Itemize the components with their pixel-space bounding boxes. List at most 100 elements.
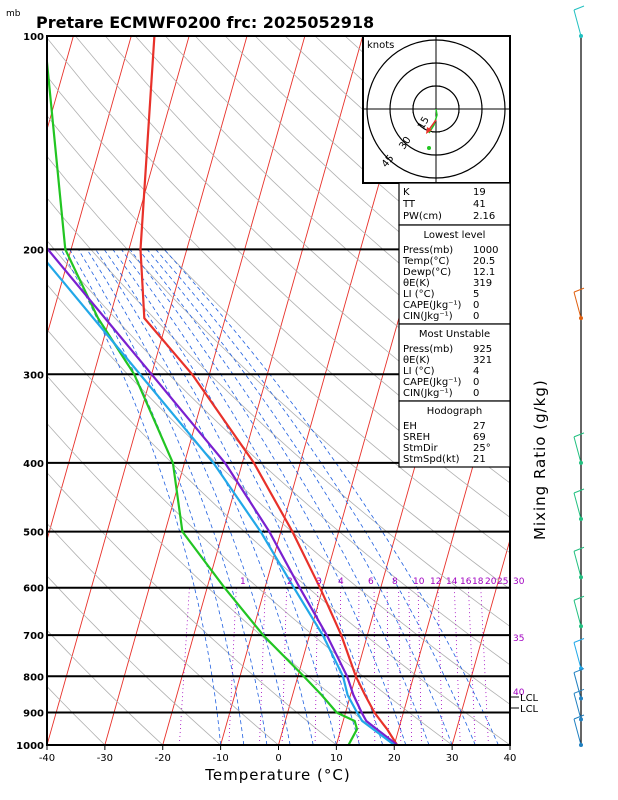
hodograph-param-heading: Hodograph [427, 406, 482, 417]
most-unstable-heading: Most Unstable [419, 329, 490, 340]
table-box [398, 323, 511, 402]
table-box [398, 400, 511, 468]
profiles [47, 36, 399, 745]
dry-adiabat [47, 155, 510, 590]
hodograph-param-value: 27 [473, 421, 486, 432]
isotherm [47, 36, 132, 337]
index-value: 19 [473, 187, 486, 198]
dry-adiabat [47, 75, 510, 518]
mixing-ratio-lines [178, 587, 489, 745]
most-unstable-label: θE(K) [403, 355, 430, 366]
profile-temperature [139, 36, 399, 745]
hodograph: knots 15 30 45 [362, 35, 511, 184]
dry-adiabat [47, 629, 164, 745]
lowest-level-label: Press(mb) [403, 245, 453, 256]
pressure-tick-label: 400 [23, 459, 44, 470]
moist-adiabat [60, 249, 221, 745]
pressure-axis: 100 200 300 400 500 600 700 800 900 1000 [16, 32, 44, 752]
pressure-tick-label: 700 [23, 631, 44, 642]
mixing-ratio-label: 18 [472, 577, 484, 587]
lcl-label: LCL [520, 704, 539, 715]
pressure-tick-label: 600 [23, 584, 44, 595]
hodograph-unit: knots [367, 40, 394, 51]
wind-barb-flag [573, 488, 585, 494]
mixing-ratio-label: 40 [513, 688, 525, 698]
isotherm [162, 36, 364, 745]
hodograph-param-label: EH [403, 421, 417, 432]
mixing-ratio-label: 14 [446, 577, 458, 587]
index-label: TT [402, 199, 416, 210]
most-unstable-label: Press(mb) [403, 344, 453, 355]
wind-barb-flag [573, 432, 585, 438]
right-axis-label: Mixing Ratio (g/kg) [531, 379, 549, 540]
isotherm [568, 36, 618, 745]
most-unstable-value: 0 [473, 388, 479, 399]
mixing-ratio-label: 4 [338, 577, 344, 587]
wind-barb-flag [573, 546, 585, 552]
temperature-axis: -40 -30 -20 -10 0 10 20 30 40 [39, 745, 517, 764]
temperature-tick-label: 30 [446, 753, 459, 764]
wind-barb-flag [573, 714, 585, 720]
mixing-ratio-label: 20 [485, 577, 497, 587]
isotherm [104, 36, 306, 745]
lowest-level-label: θE(K) [403, 278, 430, 289]
dry-adiabat [47, 685, 106, 745]
moist-adiabat [112, 249, 360, 745]
profile-wetbulb [47, 260, 395, 745]
profile-dewpoint [47, 51, 359, 745]
dry-adiabat [47, 115, 510, 554]
most-unstable-label: CAPE(Jkg⁻¹) [403, 377, 461, 388]
isotherm [451, 538, 510, 745]
mixing-ratio-label: 8 [392, 577, 398, 587]
chart-title: Pretare ECMWF0200 frc: 2025052918 [36, 13, 374, 32]
wind-barb-flag [573, 638, 585, 643]
background-lines [47, 36, 618, 745]
temperature-tick-label: 10 [330, 753, 343, 764]
mixing-ratio-line [178, 587, 190, 745]
temperature-tick-label: 40 [504, 753, 517, 764]
lowest-level-label: CAPE(Jkg⁻¹) [403, 300, 461, 311]
index-value: 41 [473, 199, 486, 210]
temperature-tick-label: 20 [388, 753, 401, 764]
wind-barb-flag [573, 688, 585, 694]
index-label: K [403, 187, 410, 198]
mixing-ratio-line [338, 587, 342, 745]
lowest-level-label: CIN(Jkg⁻¹) [403, 311, 453, 322]
mixing-ratio-line [453, 587, 461, 745]
wind-barb [573, 292, 582, 319]
hodograph-param-label: SREH [403, 432, 430, 443]
mixing-ratio-label: 2 [287, 577, 293, 587]
isotherm [509, 743, 510, 745]
dry-adiabat [47, 422, 395, 745]
wind-barb [573, 436, 582, 463]
wind-barb [573, 672, 582, 699]
pressure-tick-label: 100 [23, 32, 44, 43]
wind-profile [573, 5, 585, 747]
isotherm [47, 36, 248, 745]
mixing-ratio-label: 1 [240, 577, 246, 587]
mixing-ratio-label: 16 [460, 577, 472, 587]
table-box [398, 182, 511, 226]
lowest-level-value: 0 [473, 300, 479, 311]
hodograph-end-point [427, 146, 431, 150]
most-unstable-value: 0 [473, 377, 479, 388]
temperature-tick-label: -10 [212, 753, 228, 764]
hodograph-param-value: 25° [473, 443, 491, 454]
pressure-tick-label: 200 [23, 245, 44, 256]
lowest-level-heading: Lowest level [424, 230, 486, 241]
most-unstable-value: 925 [473, 344, 492, 355]
lowest-level-value: 20.5 [473, 256, 495, 267]
wind-barb [573, 693, 582, 720]
pressure-tick-label: 900 [23, 709, 44, 720]
wind-barb [573, 492, 582, 520]
temperature-tick-label: -20 [155, 753, 171, 764]
mixing-ratio-label: 30 [513, 577, 525, 587]
lowest-level-label: Dewp(°C) [403, 267, 451, 278]
index-value: 2.16 [473, 211, 495, 222]
mixing-ratio-line [228, 587, 237, 745]
moist-adiabat [146, 249, 453, 745]
parameter-tables: K 19 TT 41 PW(cm) 2.16 Lowest level Press(mb) 10… [398, 182, 511, 468]
lowest-level-value: 1000 [473, 245, 498, 256]
lowest-level-value: 319 [473, 278, 492, 289]
